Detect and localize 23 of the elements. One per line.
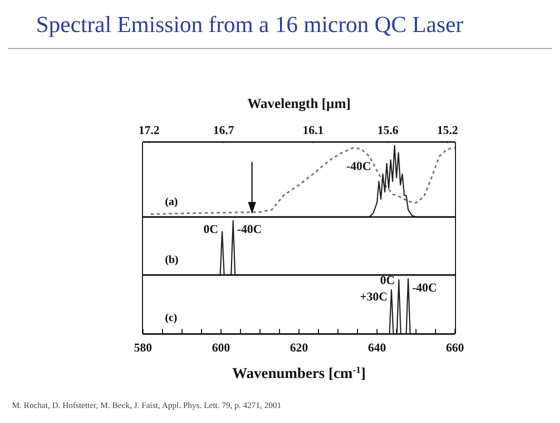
x-tick-label: 640: [368, 340, 386, 355]
x2-tick-label: 16.1: [302, 123, 324, 137]
annotation: (c): [165, 312, 178, 324]
x-tick-label: 600: [212, 340, 230, 355]
x2-tick-label: 15.6: [377, 123, 398, 137]
annotation: 0C: [380, 273, 395, 288]
text: M. Rochat, D. Hofstetter, M. Beck, J. Faist, Appl. Phys. Lett. 79, p. 4271, 2001: [12, 400, 282, 410]
annotation: -40C: [346, 158, 372, 173]
annotation: +30C: [360, 290, 388, 304]
x-tick-label: 620: [290, 340, 308, 355]
chart-title: Spectral Emission from a 16 micron QC Laser: [36, 12, 464, 38]
annotation: 0C: [204, 222, 218, 236]
x-axis-title: Wavenumbers [cm$^{-1}$]: [232, 364, 366, 382]
annotation: (a): [165, 196, 178, 208]
x2-tick-label: 15.2: [437, 123, 458, 137]
x2-tick-label: 16.7: [213, 123, 234, 137]
x-tick-label: 660: [446, 340, 464, 355]
x2-axis-title: Wavelength [µm]: [247, 97, 351, 112]
annotation: -40C: [412, 280, 437, 294]
x2-tick-label: 17.2: [138, 123, 160, 137]
annotation: (b): [165, 254, 178, 266]
annotation: -40C: [237, 222, 262, 236]
x-tick-label: 580: [134, 340, 152, 355]
